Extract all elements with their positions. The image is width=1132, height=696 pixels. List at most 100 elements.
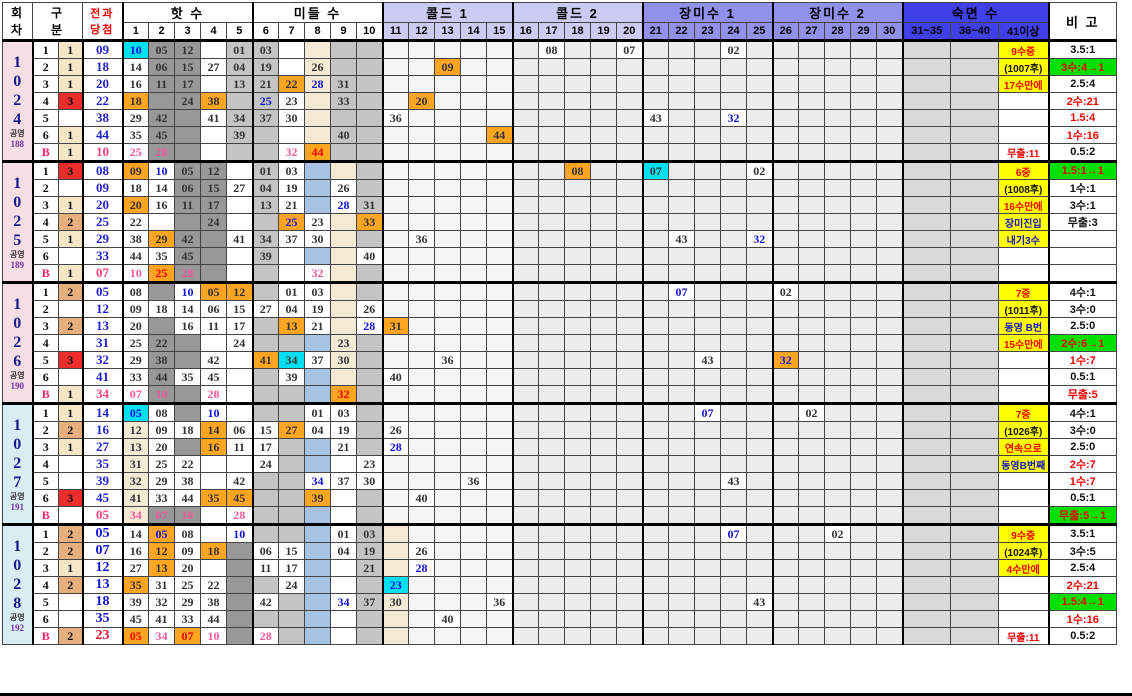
grid-cell[interactable]: [460, 334, 487, 352]
grid-cell[interactable]: [434, 627, 461, 645]
grid-cell[interactable]: 39: [251, 247, 279, 265]
gubun-cell[interactable]: 4: [31, 213, 59, 231]
sleep-41plus-remark[interactable]: (1008후): [998, 179, 1049, 197]
grid-cell[interactable]: [486, 281, 513, 301]
grid-cell[interactable]: [694, 264, 721, 283]
grid-cell[interactable]: [641, 39, 669, 59]
grid-cell[interactable]: [564, 126, 591, 144]
grid-cell[interactable]: [330, 230, 357, 248]
grid-cell[interactable]: [356, 39, 383, 59]
grid-cell[interactable]: [824, 368, 851, 386]
grid-cell[interactable]: [460, 300, 487, 318]
grid-cell[interactable]: 44: [304, 143, 331, 162]
grid-cell[interactable]: [434, 317, 461, 335]
grid-cell[interactable]: [720, 58, 747, 76]
grid-cell[interactable]: 38: [174, 472, 201, 490]
grid-cell[interactable]: 10: [174, 281, 201, 301]
grid-cell[interactable]: [850, 402, 877, 422]
sleep-36-40-cell[interactable]: [950, 542, 999, 560]
grid-cell[interactable]: [408, 213, 435, 231]
grid-cell[interactable]: [668, 92, 695, 110]
grid-cell[interactable]: 08: [564, 160, 591, 180]
grid-cell[interactable]: 07: [174, 627, 201, 645]
grid-cell[interactable]: 35: [121, 576, 149, 594]
gubun-cell[interactable]: 2: [31, 542, 59, 560]
gubun-sub-cell[interactable]: [58, 593, 83, 611]
sleep-36-40-cell[interactable]: [950, 368, 999, 386]
grid-cell[interactable]: [850, 92, 877, 110]
grid-cell[interactable]: [694, 58, 721, 76]
grid-cell[interactable]: 44: [486, 126, 513, 144]
grid-cell[interactable]: [771, 438, 799, 456]
sleep-31-35-cell[interactable]: [901, 179, 951, 197]
grid-cell[interactable]: [356, 75, 383, 93]
grid-cell[interactable]: [616, 230, 643, 248]
sleep-41plus-remark[interactable]: 7중: [998, 281, 1049, 301]
grid-cell[interactable]: [694, 472, 721, 490]
prev-win-number[interactable]: 14: [81, 402, 123, 422]
grid-cell[interactable]: [850, 126, 877, 144]
grid-cell[interactable]: 10: [148, 160, 175, 180]
grid-cell[interactable]: [356, 160, 383, 180]
grid-cell[interactable]: [251, 126, 279, 144]
sleep-36-40-cell[interactable]: [950, 58, 999, 76]
grid-cell[interactable]: [641, 593, 669, 611]
grid-cell[interactable]: [771, 593, 799, 611]
grid-cell[interactable]: [174, 143, 201, 162]
grid-cell[interactable]: 11: [226, 438, 253, 456]
grid-cell[interactable]: [771, 58, 799, 76]
grid-cell[interactable]: 09: [121, 300, 149, 318]
sleep-31-35-cell[interactable]: [901, 126, 951, 144]
grid-cell[interactable]: 12: [174, 39, 201, 59]
grid-cell[interactable]: [304, 368, 331, 386]
prev-win-number[interactable]: 22: [81, 92, 123, 110]
gubun-cell[interactable]: B: [31, 264, 59, 283]
grid-cell[interactable]: 34: [330, 593, 357, 611]
sleep-36-40-cell[interactable]: [950, 593, 999, 611]
grid-cell[interactable]: [511, 160, 539, 180]
grid-cell[interactable]: [798, 196, 825, 214]
grid-cell[interactable]: 19: [304, 300, 331, 318]
grid-cell[interactable]: [590, 92, 617, 110]
sleep-41plus-remark[interactable]: [998, 472, 1049, 490]
grid-cell[interactable]: 32: [304, 264, 331, 283]
grid-cell[interactable]: [616, 300, 643, 318]
gubun-sub-cell[interactable]: [58, 455, 83, 473]
grid-cell[interactable]: [486, 506, 513, 525]
gubun-cell[interactable]: 6: [31, 368, 59, 386]
gubun-sub-cell[interactable]: 3: [58, 351, 83, 369]
grid-cell[interactable]: [226, 143, 253, 162]
grid-cell[interactable]: [356, 58, 383, 76]
sleep-31-35-cell[interactable]: [901, 264, 951, 283]
grid-cell[interactable]: [720, 438, 747, 456]
grid-cell[interactable]: [408, 196, 435, 214]
grid-cell[interactable]: [850, 610, 877, 628]
grid-cell[interactable]: [304, 126, 331, 144]
grid-cell[interactable]: 34: [121, 506, 149, 525]
grid-cell[interactable]: [434, 438, 461, 456]
grid-cell[interactable]: [641, 58, 669, 76]
grid-cell[interactable]: [771, 455, 799, 473]
grid-cell[interactable]: [850, 300, 877, 318]
grid-cell[interactable]: [876, 506, 903, 525]
grid-cell[interactable]: [538, 402, 565, 422]
grid-cell[interactable]: [798, 593, 825, 611]
grid-cell[interactable]: 28: [174, 264, 201, 283]
grid-cell[interactable]: [408, 421, 435, 439]
grid-cell[interactable]: [590, 179, 617, 197]
gubun-cell[interactable]: 6: [31, 247, 59, 265]
gubun-cell[interactable]: 5: [31, 593, 59, 611]
grid-cell[interactable]: [590, 368, 617, 386]
grid-cell[interactable]: [641, 300, 669, 318]
grid-cell[interactable]: [538, 247, 565, 265]
grid-cell[interactable]: 28: [226, 506, 253, 525]
gubun-cell[interactable]: 5: [31, 109, 59, 127]
sleep-31-35-cell[interactable]: [901, 610, 951, 628]
prev-win-number[interactable]: 20: [81, 196, 123, 214]
grid-cell[interactable]: [798, 160, 825, 180]
grid-cell[interactable]: [668, 213, 695, 231]
grid-cell[interactable]: [434, 213, 461, 231]
grid-cell[interactable]: [564, 213, 591, 231]
sleep-41plus-remark[interactable]: [998, 264, 1049, 283]
grid-cell[interactable]: [330, 317, 357, 335]
